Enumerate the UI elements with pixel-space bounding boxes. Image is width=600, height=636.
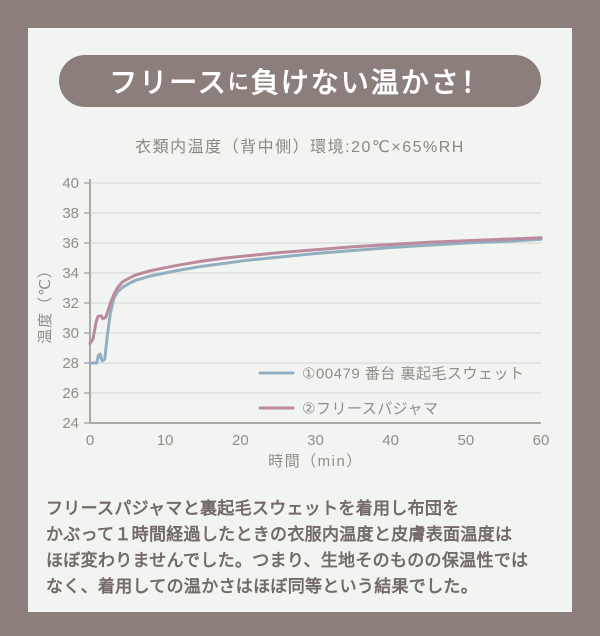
x-tick-label: 60 <box>533 432 550 449</box>
y-axis-label: 温度（℃） <box>37 262 54 344</box>
infographic-card: フリースに負けない温かさ！ 衣類内温度（背中側）環境:20℃×65%RH 24 2… <box>28 28 572 612</box>
series-line-1 <box>88 236 543 345</box>
headline-text-2: 負けない温かさ！ <box>250 67 491 98</box>
y-tick-label: 36 <box>62 235 79 252</box>
y-tick-label: 40 <box>62 175 79 192</box>
y-tick-label: 30 <box>62 325 79 342</box>
x-tick-label: 20 <box>232 432 249 449</box>
legend: ①00479 番台 裏起毛スウェット ②フリースパジャマ <box>258 365 525 418</box>
paragraph-line: なく、着用しての温かさはほぼ同等という結果でした。 <box>46 577 478 596</box>
headline-particle: に <box>227 71 251 94</box>
y-tick-label: 38 <box>62 205 79 222</box>
chart-subtitle: 衣類内温度（背中側）環境:20℃×65%RH <box>135 139 465 156</box>
x-tick-label: 0 <box>86 432 94 449</box>
paragraph-line: フリースパジャマと裏起毛スウェットを着用し布団を <box>46 499 460 518</box>
x-tick-label: 40 <box>382 432 399 449</box>
x-tick-label: 10 <box>157 432 174 449</box>
headline-banner: フリースに負けない温かさ！ <box>59 55 541 107</box>
paragraph-line: ほぼ変わりませんでした。つまり、生地そのものの保温性では <box>46 551 529 570</box>
x-tick-label: 30 <box>307 432 324 449</box>
legend-label-1: ②フリースパジャマ <box>302 401 438 418</box>
x-axis-label: 時間（min） <box>268 453 363 470</box>
series-line-0 <box>88 237 543 365</box>
y-tick-label: 32 <box>62 295 79 312</box>
headline-text-1: フリース <box>109 67 228 98</box>
y-axis: 24 26 28 30 32 34 36 38 40 温度（℃） <box>37 175 90 432</box>
x-tick-label: 50 <box>457 432 474 449</box>
y-tick-label: 34 <box>62 265 79 282</box>
gridlines <box>90 182 541 394</box>
x-axis: 0 10 20 30 40 50 60 時間（min） <box>86 432 550 470</box>
y-tick-label: 26 <box>62 385 79 402</box>
result-paragraph: フリースパジャマと裏起毛スウェットを着用し布団を かぶって１時間経過したときの衣… <box>28 496 572 600</box>
y-tick-label: 24 <box>62 415 79 432</box>
paragraph-line: かぶって１時間経過したときの衣服内温度と皮膚表面温度は <box>46 525 513 544</box>
y-tick-label: 28 <box>62 355 79 372</box>
temperature-line-chart: 24 26 28 30 32 34 36 38 40 温度（℃） 0 10 20 30 40 50 60 時間（m… <box>37 175 550 470</box>
legend-label-0: ①00479 番台 裏起毛スウェット <box>302 365 525 383</box>
chart-area: 24 26 28 30 32 34 36 38 40 温度（℃） 0 10 20 30 40 50 60 時間（m… <box>28 170 572 470</box>
